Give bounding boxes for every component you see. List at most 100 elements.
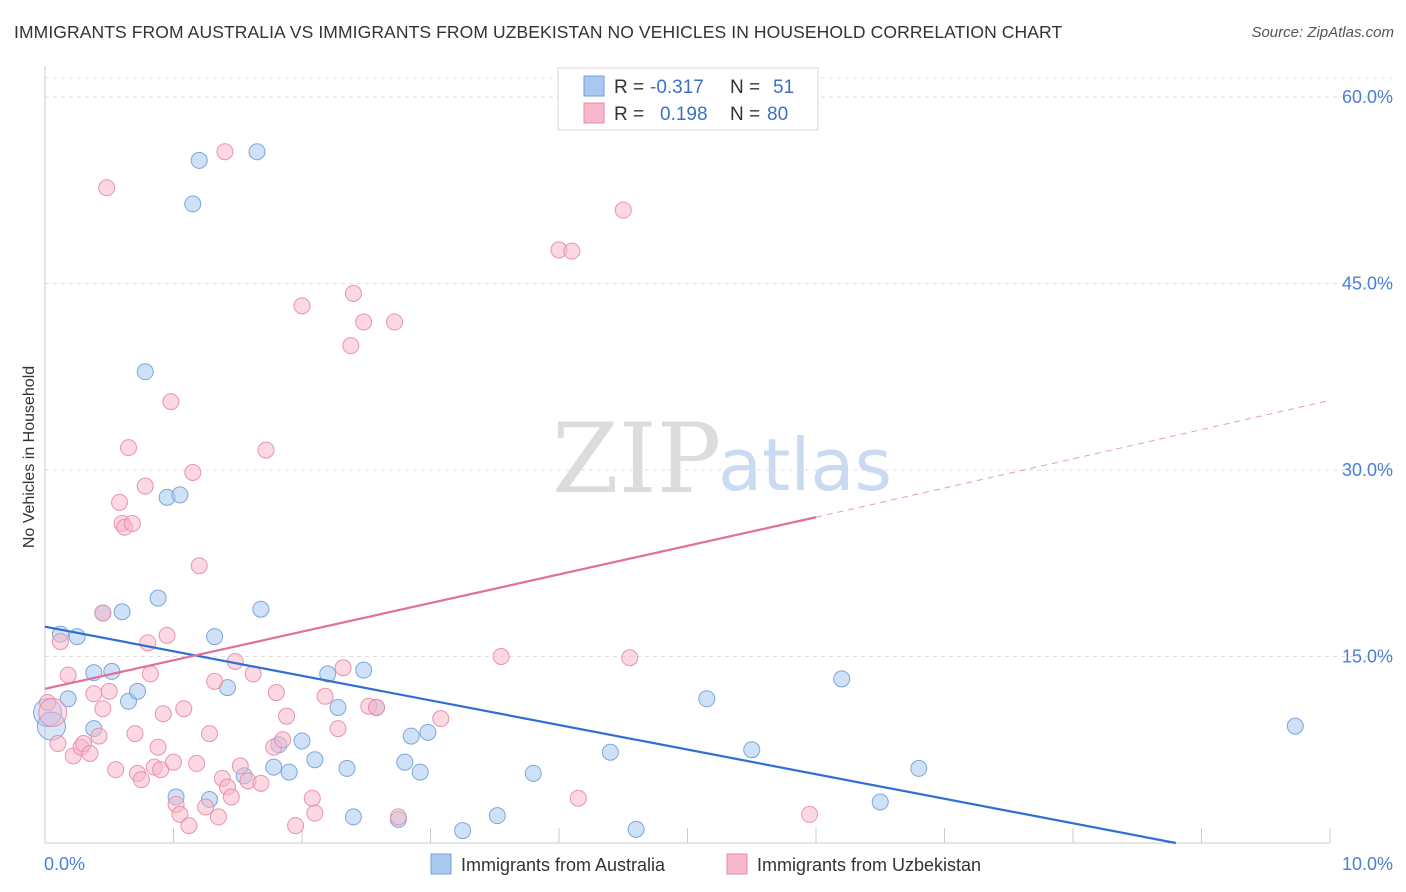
point-australia	[419, 723, 437, 741]
point-australia	[627, 820, 645, 838]
point-uzbekistan	[49, 735, 67, 753]
point-uzbekistan	[120, 439, 138, 457]
point-australia	[252, 600, 270, 618]
point-australia	[1286, 717, 1304, 735]
legend-r-label: R =	[614, 104, 644, 125]
grid-lines	[45, 77, 1392, 657]
point-uzbekistan	[334, 659, 352, 677]
legend-r-value: -0.317	[650, 77, 704, 98]
point-uzbekistan	[252, 774, 270, 792]
point-uzbekistan	[98, 179, 116, 197]
legend-swatch-australia	[583, 75, 605, 97]
y-tick-labels: 15.0% 30.0% 45.0% 60.0%	[1342, 87, 1393, 667]
point-uzbekistan	[162, 393, 180, 411]
point-uzbekistan	[59, 666, 77, 684]
point-uzbekistan	[389, 808, 407, 826]
point-australia	[910, 759, 928, 777]
point-australia	[248, 143, 266, 161]
point-australia	[454, 822, 472, 840]
point-australia	[329, 698, 347, 716]
legend-series-uzbekistan: Immigrants from Uzbekistan	[757, 855, 981, 875]
point-australia	[113, 603, 131, 621]
x-tick-label: 10.0%	[1342, 854, 1393, 874]
point-australia	[265, 758, 283, 776]
legend-n-label: N =	[730, 104, 760, 125]
point-uzbekistan	[141, 665, 159, 683]
point-uzbekistan	[94, 700, 112, 718]
point-uzbekistan	[154, 705, 172, 723]
point-australia	[338, 759, 356, 777]
point-australia	[344, 808, 362, 826]
point-australia	[411, 763, 429, 781]
legend-series-australia: Immigrants from Australia	[461, 855, 666, 875]
point-uzbekistan	[569, 789, 587, 807]
point-uzbekistan	[278, 707, 296, 725]
source-label: Source: ZipAtlas.com	[1251, 24, 1394, 41]
point-uzbekistan	[149, 738, 167, 756]
point-australia	[402, 727, 420, 745]
point-uzbekistan	[188, 754, 206, 772]
legend-swatch-uzbekistan	[583, 102, 605, 124]
point-australia	[129, 682, 147, 700]
y-tick-label: 45.0%	[1342, 274, 1393, 294]
point-uzbekistan	[801, 805, 819, 823]
point-uzbekistan	[621, 649, 639, 667]
legend-swatch-australia	[430, 853, 452, 875]
trend-line-australia	[44, 625, 1177, 845]
point-australia	[396, 753, 414, 771]
point-uzbekistan	[303, 789, 321, 807]
x-tick-label: 0.0%	[44, 854, 85, 874]
point-australia	[171, 486, 189, 504]
legend-n-value: 51	[773, 77, 794, 98]
point-australia	[136, 363, 154, 381]
point-australia	[103, 662, 121, 680]
point-uzbekistan	[342, 337, 360, 355]
point-uzbekistan	[94, 604, 112, 622]
point-uzbekistan	[111, 493, 129, 511]
point-australia	[293, 732, 311, 750]
point-uzbekistan	[123, 514, 141, 532]
point-uzbekistan	[316, 687, 334, 705]
point-uzbekistan	[171, 805, 189, 823]
point-uzbekistan	[432, 710, 450, 728]
point-australia	[524, 764, 542, 782]
point-uzbekistan	[38, 697, 68, 727]
point-uzbekistan	[355, 313, 373, 331]
point-uzbekistan	[158, 626, 176, 644]
point-australia	[184, 195, 202, 213]
point-uzbekistan	[386, 313, 404, 331]
trend-line-uzbekistan	[44, 516, 817, 690]
point-uzbekistan	[152, 761, 170, 779]
x-tick-labels: 0.0% 10.0%	[44, 854, 1393, 874]
point-uzbekistan	[200, 725, 218, 743]
point-uzbekistan	[329, 720, 347, 738]
series-legend: Immigrants from Australia Immigrants fro…	[430, 853, 981, 875]
point-uzbekistan	[90, 727, 108, 745]
point-uzbekistan	[175, 700, 193, 718]
point-australia	[355, 661, 373, 679]
point-australia	[280, 763, 298, 781]
point-uzbekistan	[614, 201, 632, 219]
point-uzbekistan	[368, 698, 386, 716]
point-uzbekistan	[132, 771, 150, 789]
trend-line-extension	[815, 399, 1331, 518]
point-uzbekistan	[293, 297, 311, 315]
point-australia	[871, 793, 889, 811]
point-uzbekistan	[197, 798, 215, 816]
point-australia	[601, 743, 619, 761]
y-tick-label: 15.0%	[1342, 647, 1393, 667]
point-uzbekistan	[267, 684, 285, 702]
point-uzbekistan	[274, 731, 292, 749]
watermark-zip: ZIP	[552, 403, 721, 515]
point-australia	[488, 807, 506, 825]
point-australia	[149, 589, 167, 607]
legend-r-value: 0.198	[660, 104, 708, 125]
point-uzbekistan	[206, 672, 224, 690]
point-uzbekistan	[126, 725, 144, 743]
point-australia	[206, 628, 224, 646]
point-uzbekistan	[165, 753, 182, 771]
point-australia	[833, 670, 851, 688]
point-uzbekistan	[563, 242, 581, 260]
point-uzbekistan	[180, 817, 198, 835]
point-australia	[743, 741, 761, 759]
